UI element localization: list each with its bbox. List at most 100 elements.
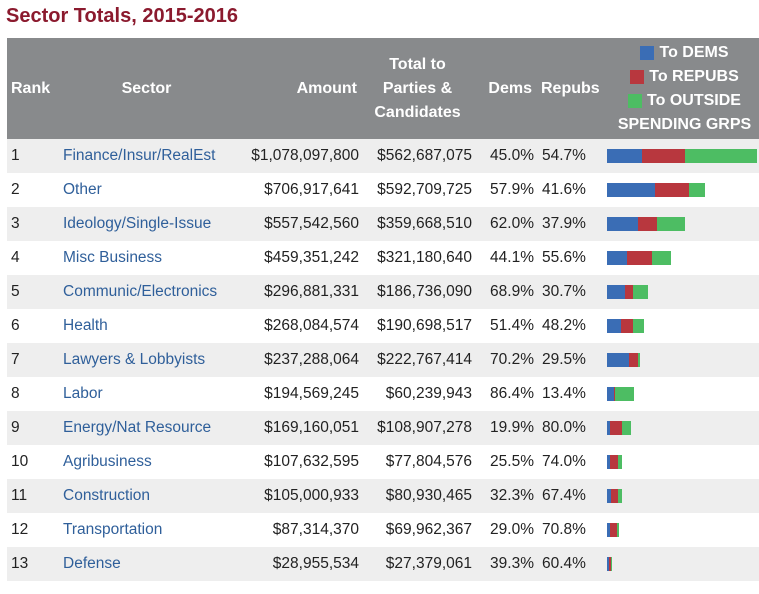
repubs-pct-cell: 60.4% [538,547,601,581]
bar-segment-outside [651,251,671,265]
amount-cell: $706,917,641 [237,173,363,207]
legend-dems-label: To DEMS [659,43,729,61]
bar-segment-outside [622,421,631,435]
stacked-bar [607,149,759,163]
sector-link[interactable]: Misc Business [56,241,237,275]
header-total-line-3: Candidates [374,103,461,121]
bar-segment-repubs [654,183,690,197]
dems-pct-cell: 29.0% [476,513,538,547]
total-cell: $186,736,090 [363,275,476,309]
repubs-pct-cell: 48.2% [538,309,601,343]
stacked-bar [607,251,759,265]
amount-cell: $194,569,245 [237,377,363,411]
repubs-pct-cell: 37.9% [538,207,601,241]
dems-pct-cell: 68.9% [476,275,538,309]
table-row: 6 Health $268,084,574 $190,698,517 51.4% 48.2… [7,309,759,343]
repubs-pct-cell: 30.7% [538,275,601,309]
bar-segment-dems [607,285,625,299]
sector-link[interactable]: Transportation [56,513,237,547]
bar-segment-dems [607,421,611,435]
sector-link[interactable]: Communic/Electronics [56,275,237,309]
bar-cell [601,377,759,411]
dems-pct-cell: 62.0% [476,207,538,241]
sector-link[interactable]: Labor [56,377,237,411]
rank-cell: 11 [7,479,56,513]
sector-link[interactable]: Health [56,309,237,343]
bar-segment-dems [607,319,621,333]
bar-segment-outside [633,319,645,333]
bar-cell [601,207,759,241]
bar-segment-outside [617,455,622,469]
sector-link[interactable]: Other [56,173,237,207]
page-title: Sector Totals, 2015-2016 [6,5,238,27]
legend-repubs: To REPUBS [601,65,759,89]
dems-swatch-icon [640,45,655,60]
sector-link[interactable]: Finance/Insur/RealEst [56,139,237,173]
bar-segment-repubs [642,149,686,163]
header-total-to-parties[interactable]: Total to Parties & Candidates [363,38,476,139]
legend-dems: To DEMS [601,41,759,65]
header-dems[interactable]: Dems [476,38,538,139]
header-amount[interactable]: Amount [237,38,363,139]
dems-pct-cell: 86.4% [476,377,538,411]
bar-cell [601,547,759,581]
stacked-bar [607,557,759,571]
rank-cell: 2 [7,173,56,207]
dems-pct-cell: 39.3% [476,547,538,581]
header-legend: To DEMS To REPUBS To OUTSIDE SPENDING GR… [601,38,759,139]
sector-link[interactable]: Agribusiness [56,445,237,479]
bar-segment-outside [616,523,620,537]
amount-cell: $237,288,064 [237,343,363,377]
bar-segment-outside [618,489,622,503]
amount-cell: $87,314,370 [237,513,363,547]
header-rank[interactable]: Rank [7,38,56,139]
total-cell: $108,907,278 [363,411,476,445]
rank-cell: 9 [7,411,56,445]
dems-pct-cell: 57.9% [476,173,538,207]
rank-cell: 8 [7,377,56,411]
header-repubs[interactable]: Repubs [538,38,601,139]
sector-link[interactable]: Energy/Nat Resource [56,411,237,445]
total-cell: $27,379,061 [363,547,476,581]
sector-link[interactable]: Construction [56,479,237,513]
header-sector[interactable]: Sector [56,38,237,139]
header-total-line-1: Total to [389,55,446,73]
dems-pct-cell: 70.2% [476,343,538,377]
bar-cell [601,241,759,275]
table-row: 13 Defense $28,955,534 $27,379,061 39.3% 60.4… [7,547,759,581]
bar-segment-dems [607,149,643,163]
bar-segment-repubs [614,387,616,401]
dems-pct-cell: 51.4% [476,309,538,343]
bar-segment-repubs [609,523,617,537]
repubs-pct-cell: 13.4% [538,377,601,411]
rank-cell: 5 [7,275,56,309]
amount-cell: $1,078,097,800 [237,139,363,173]
header-total-line-2: Parties & [382,79,453,97]
repubs-pct-cell: 54.7% [538,139,601,173]
bar-cell [601,275,759,309]
legend-outside: To OUTSIDE [601,89,759,113]
bar-cell [601,139,759,173]
total-cell: $359,668,510 [363,207,476,241]
amount-cell: $107,632,595 [237,445,363,479]
rank-cell: 1 [7,139,56,173]
repubs-pct-cell: 67.4% [538,479,601,513]
bar-segment-repubs [610,421,623,435]
bar-segment-dems [607,523,610,537]
sector-link[interactable]: Defense [56,547,237,581]
bar-segment-repubs [628,353,638,367]
sector-link[interactable]: Ideology/Single-Issue [56,207,237,241]
stacked-bar [607,285,759,299]
bar-cell [601,173,759,207]
bar-segment-dems [607,251,627,265]
bar-segment-outside [689,183,706,197]
repubs-pct-cell: 70.8% [538,513,601,547]
amount-cell: $459,351,242 [237,241,363,275]
sector-link[interactable]: Lawyers & Lobbyists [56,343,237,377]
table-row: 3 Ideology/Single-Issue $557,542,560 $359,6… [7,207,759,241]
bar-cell [601,479,759,513]
total-cell: $190,698,517 [363,309,476,343]
bar-cell [601,309,759,343]
stacked-bar [607,455,759,469]
stacked-bar [607,387,759,401]
